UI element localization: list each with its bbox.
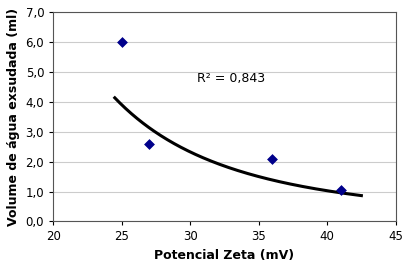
Y-axis label: Volume de água exsudada (ml): Volume de água exsudada (ml) bbox=[7, 8, 20, 226]
X-axis label: Potencial Zeta (mV): Potencial Zeta (mV) bbox=[154, 249, 294, 262]
Point bbox=[146, 141, 152, 146]
Text: R² = 0,843: R² = 0,843 bbox=[196, 72, 265, 85]
Point bbox=[118, 40, 125, 44]
Point bbox=[337, 188, 343, 192]
Point bbox=[268, 157, 275, 161]
